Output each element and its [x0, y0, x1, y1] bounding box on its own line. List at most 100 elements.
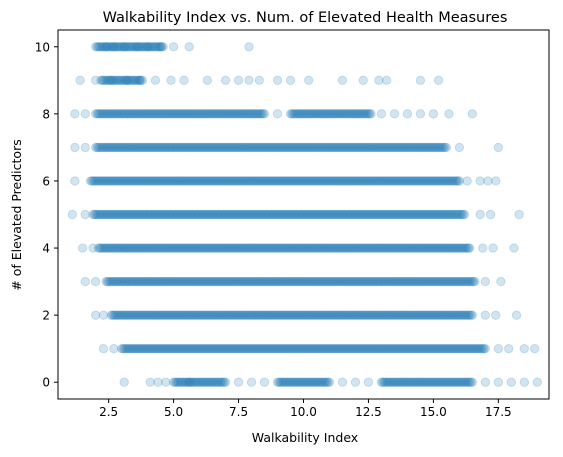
scatter-point-y10-35 [136, 42, 146, 52]
scatter-point-y9-37 [135, 75, 145, 86]
scatter-point-y6-289 [491, 176, 501, 186]
scatter-point-y7-262 [431, 142, 441, 153]
scatter-point-y0-164 [480, 377, 491, 387]
scatter-point-y9-20 [122, 75, 132, 86]
scatter-point-y9-16 [116, 75, 127, 86]
scatter-point-y7-264 [433, 142, 444, 153]
scatter-point-y7-18 [114, 142, 124, 153]
scatter-point-y8-166 [331, 109, 341, 119]
scatter-point-y10-52 [158, 42, 168, 52]
scatter-point-y5-286 [459, 209, 470, 220]
scatter-point-y10-41 [144, 42, 154, 52]
scatter-point-y8-164 [328, 109, 339, 119]
scatter-point-y8-60 [168, 109, 179, 119]
scatter-point-y3-284 [470, 276, 480, 287]
scatter-point-y7-203 [354, 142, 365, 153]
scatter-point-y6-11 [100, 176, 110, 186]
scatter-point-y8-182 [352, 109, 362, 119]
scatter-point-y7-8 [101, 142, 111, 153]
scatter-point-y7-193 [341, 142, 352, 153]
scatter-point-y7-274 [493, 142, 504, 153]
scatter-point-y7-207 [359, 142, 370, 153]
scatter-point-y9-45 [254, 75, 265, 86]
scatter-point-y8-111 [235, 109, 245, 119]
scatter-point-y5-289 [475, 209, 485, 220]
scatter-point-y8-1 [92, 109, 102, 119]
scatter-point-y8-167 [332, 109, 342, 119]
scatter-point-y7-268 [439, 142, 449, 153]
scatter-point-y8-65 [175, 109, 185, 119]
scatter-point-y9-53 [415, 75, 426, 86]
scatter-point-y10-21 [118, 42, 128, 52]
scatter-point-y6-68 [174, 176, 184, 186]
scatter-point-y8-40 [142, 109, 153, 119]
scatter-point-y7-4 [96, 142, 106, 153]
scatter-point-y7-126 [254, 142, 265, 153]
scatter-point-y8-148 [307, 109, 318, 119]
scatter-point-y9-47 [285, 75, 296, 86]
scatter-point-y5-288 [80, 209, 90, 220]
scatter-point-y7-154 [291, 142, 301, 153]
scatter-point-y10-53 [101, 42, 111, 52]
scatter-point-y0-163 [363, 377, 374, 387]
scatter-point-y0-155 [153, 377, 163, 387]
scatter-point-y7-27 [126, 142, 136, 153]
scatter-point-y9-18 [119, 75, 129, 86]
scatter-point-y7-256 [423, 142, 433, 153]
scatter-point-y7-145 [279, 142, 289, 153]
scatter-point-y8-181 [350, 109, 361, 119]
scatter-point-y7-210 [363, 142, 374, 153]
y-axis-label: # of Elevated Predictors [9, 139, 24, 290]
scatter-point-y8-129 [258, 109, 268, 119]
scatter-point-y7-171 [313, 142, 323, 153]
scatter-point-y8-163 [327, 109, 337, 119]
scatter-point-y9-49 [337, 75, 348, 86]
scatter-point-y6-55 [157, 176, 167, 186]
scatter-point-y7-94 [213, 142, 223, 153]
scatter-point-y8-7 [100, 109, 110, 119]
scatter-point-y6-21 [113, 176, 123, 186]
scatter-point-y7-54 [161, 142, 171, 153]
scatter-point-y8-128 [257, 109, 267, 119]
scatter-point-y8-174 [341, 109, 352, 119]
scatter-point-y8-33 [133, 109, 144, 119]
scatter-point-y7-53 [159, 142, 170, 153]
scatter-point-y7-267 [437, 142, 448, 153]
scatter-point-y6-56 [158, 176, 168, 186]
scatter-point-y7-191 [339, 142, 349, 153]
scatter-point-y9-22 [124, 75, 135, 86]
scatter-point-y7-272 [80, 142, 90, 153]
scatter-point-y7-102 [223, 142, 233, 153]
scatter-point-y7-35 [136, 142, 146, 153]
scatter-point-y8-193 [366, 109, 376, 119]
scatter-point-y2-282 [491, 310, 501, 320]
scatter-point-y8-21 [118, 109, 128, 119]
y-tick-label: 6 [42, 174, 50, 188]
scatter-point-y9-28 [132, 75, 142, 86]
scatter-point-y8-13 [107, 109, 118, 119]
scatter-point-y8-194 [70, 109, 80, 119]
scatter-point-y6-13 [102, 176, 113, 186]
scatter-point-y7-40 [142, 142, 153, 153]
scatter-point-y10-44 [148, 42, 158, 52]
scatter-point-y8-11 [105, 109, 115, 119]
scatter-point-y8-70 [181, 109, 192, 119]
scatter-point-y8-142 [300, 109, 310, 119]
scatter-point-y7-110 [233, 142, 244, 153]
scatter-point-y8-190 [362, 109, 372, 119]
scatter-point-y8-100 [220, 109, 231, 119]
scatter-point-y10-51 [157, 42, 167, 52]
scatter-point-y8-176 [344, 109, 354, 119]
x-tick-label: 15.0 [420, 405, 447, 419]
scatter-point-y7-237 [398, 142, 409, 153]
scatter-point-y8-125 [253, 109, 263, 119]
scatter-point-y9-35 [106, 75, 116, 86]
scatter-point-y10-17 [113, 42, 123, 52]
scatter-point-y8-158 [320, 109, 331, 119]
scatter-point-y7-34 [135, 142, 145, 153]
scatter-point-y8-147 [306, 109, 316, 119]
scatter-point-y8-171 [337, 109, 348, 119]
scatter-point-y7-160 [298, 142, 309, 153]
scatter-point-y8-2 [93, 109, 103, 119]
scatter-point-y7-261 [429, 142, 440, 153]
